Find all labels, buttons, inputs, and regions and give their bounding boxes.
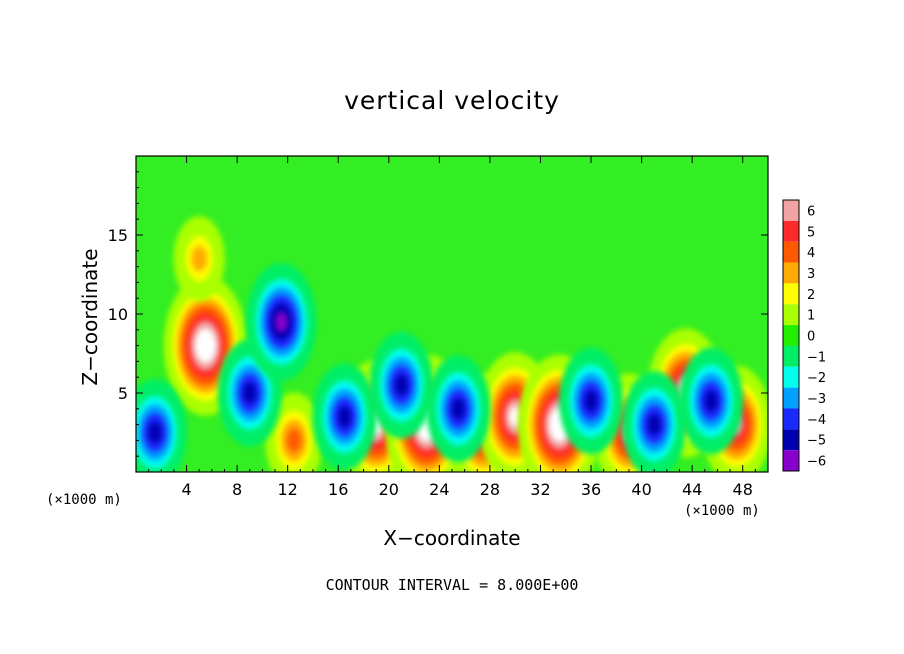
y-axis-label: Z−coordinate <box>78 248 102 386</box>
x-tick-label: 8 <box>232 480 242 499</box>
x-tick-label: 40 <box>631 480 651 499</box>
x-tick-label: 20 <box>379 480 399 499</box>
colorbar-label: 2 <box>807 288 815 303</box>
colorbar-label: 5 <box>807 225 815 240</box>
colorbar-segment <box>783 325 799 346</box>
colorbar-label: −5 <box>807 434 826 449</box>
field-layer <box>136 216 768 472</box>
cell-14-level-5 <box>337 405 352 428</box>
colorbar-segment <box>783 220 799 242</box>
x-unit-label: (×1000 m) <box>684 503 760 519</box>
colorbar-frame <box>782 199 800 472</box>
colorbar-label: −2 <box>807 371 826 386</box>
x-tick-label: 12 <box>278 480 298 499</box>
colorbar-label: 1 <box>807 309 815 324</box>
cell-0-level-8 <box>199 335 212 356</box>
colorbar-label: −6 <box>807 455 826 470</box>
colorbar-segment <box>783 345 799 367</box>
x-tick-label: 32 <box>530 480 550 499</box>
contour-interval-note: CONTOUR INTERVAL = 8.000E+00 <box>325 576 579 594</box>
cell-15-level-5 <box>394 374 409 397</box>
x-tick-label: 44 <box>682 480 702 499</box>
cell-18-level-5 <box>647 413 661 436</box>
colorbar-segment <box>783 450 799 471</box>
cell-19-level-5 <box>704 389 718 412</box>
colorbar-label: 0 <box>807 330 815 345</box>
colorbar-label: −3 <box>807 392 826 407</box>
x-axis-label: X−coordinate <box>383 526 521 550</box>
cell-16-level-5 <box>451 397 465 420</box>
cell-12-level-5 <box>243 382 257 404</box>
colorbar-label: −1 <box>807 350 826 365</box>
y-tick-label: 15 <box>108 226 128 245</box>
colorbar-label: −4 <box>807 413 826 428</box>
colorbar-label: 3 <box>807 267 815 282</box>
y-unit-label: (×1000 m) <box>46 492 122 508</box>
cell-2-level-4 <box>286 428 302 453</box>
x-tick-label: 28 <box>480 480 500 499</box>
x-tick-label: 24 <box>429 480 449 499</box>
x-tick-label: 4 <box>181 480 191 499</box>
x-tick-label: 16 <box>328 480 348 499</box>
colorbar-segment <box>783 241 799 263</box>
cell-11-level-5 <box>148 421 162 444</box>
colorbar-segment <box>783 366 799 388</box>
x-tick-label: 48 <box>733 480 753 499</box>
colorbar-label: 6 <box>807 204 815 219</box>
colorbar-label: 4 <box>807 246 815 261</box>
x-tick-label: 36 <box>581 480 601 499</box>
y-tick-label: 10 <box>108 305 128 324</box>
colorbar-segment <box>783 200 799 221</box>
colorbar-segment <box>783 262 799 284</box>
colorbar-segment <box>783 408 799 430</box>
colorbar-segment <box>783 429 799 451</box>
y-tick-label: 5 <box>118 384 128 403</box>
cell-1-level-3 <box>191 245 207 272</box>
colorbar-segment <box>783 304 799 326</box>
cell-13-level-6 <box>275 311 288 333</box>
cell-17-level-5 <box>584 389 598 412</box>
colorbar-segment <box>783 283 799 305</box>
colorbar-segment <box>783 387 799 409</box>
chart-title: vertical velocity <box>344 86 560 115</box>
